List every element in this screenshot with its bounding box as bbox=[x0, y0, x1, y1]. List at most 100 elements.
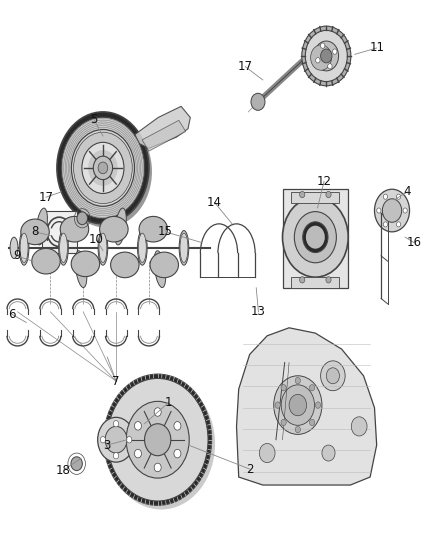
Text: 12: 12 bbox=[317, 175, 332, 188]
Ellipse shape bbox=[110, 252, 139, 278]
Text: 17: 17 bbox=[39, 191, 53, 204]
Ellipse shape bbox=[99, 233, 107, 263]
Circle shape bbox=[310, 419, 315, 426]
Circle shape bbox=[113, 453, 119, 459]
Circle shape bbox=[107, 378, 208, 501]
Text: 7: 7 bbox=[112, 375, 120, 387]
Circle shape bbox=[328, 63, 332, 69]
Circle shape bbox=[326, 191, 331, 198]
Circle shape bbox=[259, 443, 275, 463]
Text: 16: 16 bbox=[406, 236, 421, 249]
Circle shape bbox=[174, 422, 181, 430]
Circle shape bbox=[61, 117, 145, 219]
Text: 3: 3 bbox=[104, 439, 111, 451]
Ellipse shape bbox=[60, 216, 88, 242]
Circle shape bbox=[98, 162, 108, 174]
Circle shape bbox=[321, 361, 345, 391]
Circle shape bbox=[374, 189, 410, 232]
Circle shape bbox=[107, 378, 215, 510]
Circle shape bbox=[382, 199, 402, 222]
Circle shape bbox=[326, 368, 339, 384]
Circle shape bbox=[322, 445, 335, 461]
Text: 6: 6 bbox=[8, 308, 16, 321]
Circle shape bbox=[251, 93, 265, 110]
Text: 4: 4 bbox=[403, 185, 411, 198]
Circle shape bbox=[310, 384, 315, 391]
Circle shape bbox=[77, 212, 88, 225]
Polygon shape bbox=[103, 155, 118, 168]
Circle shape bbox=[316, 58, 320, 63]
Circle shape bbox=[295, 377, 300, 384]
Text: 11: 11 bbox=[369, 42, 384, 54]
Polygon shape bbox=[103, 150, 113, 168]
Circle shape bbox=[383, 222, 388, 227]
Ellipse shape bbox=[138, 230, 147, 265]
Circle shape bbox=[311, 45, 332, 70]
Ellipse shape bbox=[59, 230, 68, 265]
Polygon shape bbox=[92, 150, 103, 168]
Circle shape bbox=[82, 142, 124, 193]
Circle shape bbox=[134, 422, 141, 430]
Circle shape bbox=[113, 421, 119, 427]
Ellipse shape bbox=[32, 248, 60, 274]
Circle shape bbox=[321, 43, 325, 49]
Ellipse shape bbox=[154, 251, 166, 288]
Ellipse shape bbox=[180, 233, 188, 263]
Ellipse shape bbox=[19, 230, 29, 265]
Polygon shape bbox=[88, 155, 103, 168]
Circle shape bbox=[71, 130, 134, 206]
Circle shape bbox=[300, 191, 305, 198]
Ellipse shape bbox=[179, 230, 189, 265]
Polygon shape bbox=[135, 106, 190, 148]
Circle shape bbox=[321, 49, 332, 63]
Circle shape bbox=[377, 208, 381, 213]
Ellipse shape bbox=[71, 251, 99, 277]
Circle shape bbox=[127, 437, 132, 443]
Circle shape bbox=[98, 417, 134, 462]
Bar bbox=[283, 189, 348, 288]
Text: 5: 5 bbox=[91, 114, 98, 126]
Circle shape bbox=[105, 426, 127, 453]
Text: 9: 9 bbox=[13, 249, 21, 262]
Circle shape bbox=[332, 49, 337, 54]
Ellipse shape bbox=[139, 216, 167, 242]
Circle shape bbox=[396, 222, 401, 227]
Circle shape bbox=[403, 208, 407, 213]
Ellipse shape bbox=[20, 233, 28, 263]
Circle shape bbox=[60, 116, 152, 228]
Circle shape bbox=[104, 374, 212, 505]
Circle shape bbox=[154, 463, 161, 472]
Circle shape bbox=[294, 212, 336, 263]
Circle shape bbox=[303, 222, 328, 253]
Polygon shape bbox=[142, 120, 186, 151]
Circle shape bbox=[275, 402, 280, 408]
Circle shape bbox=[281, 384, 286, 391]
Circle shape bbox=[154, 408, 161, 416]
Text: 15: 15 bbox=[158, 225, 173, 238]
Text: 17: 17 bbox=[238, 60, 253, 73]
Text: 13: 13 bbox=[251, 305, 266, 318]
Text: 2: 2 bbox=[246, 463, 254, 475]
Circle shape bbox=[281, 385, 314, 425]
Ellipse shape bbox=[10, 237, 18, 259]
Circle shape bbox=[295, 426, 300, 433]
Circle shape bbox=[100, 437, 106, 443]
Circle shape bbox=[174, 449, 181, 458]
Ellipse shape bbox=[150, 252, 179, 278]
Text: 10: 10 bbox=[89, 233, 104, 246]
Text: 18: 18 bbox=[56, 464, 71, 477]
Ellipse shape bbox=[36, 208, 47, 245]
Circle shape bbox=[302, 26, 351, 86]
Bar bbox=[42, 211, 77, 253]
Text: 8: 8 bbox=[32, 225, 39, 238]
Polygon shape bbox=[88, 168, 103, 181]
Circle shape bbox=[326, 277, 331, 283]
Circle shape bbox=[71, 457, 82, 471]
Circle shape bbox=[283, 197, 348, 277]
Circle shape bbox=[306, 225, 325, 249]
Circle shape bbox=[134, 449, 141, 458]
Polygon shape bbox=[103, 168, 118, 181]
Ellipse shape bbox=[60, 233, 67, 263]
Ellipse shape bbox=[100, 216, 128, 242]
Circle shape bbox=[145, 424, 171, 456]
